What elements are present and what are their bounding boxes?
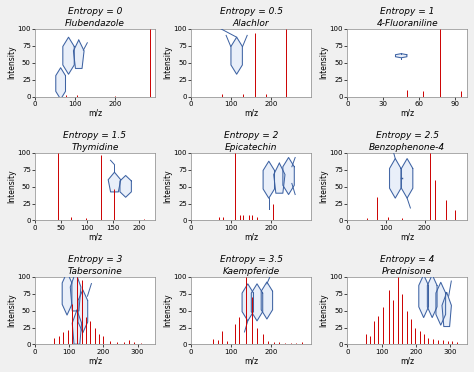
Title: Entropy = 1.5
Thymidine: Entropy = 1.5 Thymidine (64, 131, 127, 152)
X-axis label: m/z: m/z (88, 232, 102, 241)
Polygon shape (251, 284, 263, 321)
X-axis label: m/z: m/z (400, 356, 414, 365)
Polygon shape (78, 290, 88, 333)
Y-axis label: Intensity: Intensity (319, 46, 328, 79)
X-axis label: m/z: m/z (244, 356, 258, 365)
Title: Entropy = 3
Tabersonine: Entropy = 3 Tabersonine (67, 255, 122, 276)
X-axis label: m/z: m/z (244, 108, 258, 117)
Y-axis label: Intensity: Intensity (7, 170, 16, 203)
X-axis label: m/z: m/z (88, 108, 102, 117)
Polygon shape (419, 275, 428, 318)
Title: Entropy = 4
Prednisone: Entropy = 4 Prednisone (380, 255, 434, 276)
Polygon shape (63, 37, 74, 74)
Polygon shape (273, 163, 285, 193)
Title: Entropy = 3.5
Kaempferide: Entropy = 3.5 Kaempferide (219, 255, 283, 276)
Polygon shape (283, 157, 294, 195)
Title: Entropy = 1
4-Fluoraniline: Entropy = 1 4-Fluoraniline (376, 7, 438, 28)
Title: Entropy = 2
Epicatechin: Entropy = 2 Epicatechin (224, 131, 278, 152)
Polygon shape (436, 282, 446, 325)
Polygon shape (401, 158, 413, 198)
Polygon shape (428, 275, 437, 318)
Title: Entropy = 0.5
Alachlor: Entropy = 0.5 Alachlor (219, 7, 283, 28)
Polygon shape (231, 37, 242, 74)
Title: Entropy = 2.5
Benzophenone-4: Entropy = 2.5 Benzophenone-4 (369, 131, 445, 152)
Polygon shape (62, 272, 72, 315)
Polygon shape (261, 282, 273, 319)
Polygon shape (70, 272, 81, 311)
X-axis label: m/z: m/z (88, 356, 102, 365)
Polygon shape (263, 161, 274, 198)
X-axis label: m/z: m/z (244, 232, 258, 241)
Y-axis label: Intensity: Intensity (163, 294, 172, 327)
Polygon shape (395, 54, 407, 58)
Polygon shape (390, 158, 401, 198)
Y-axis label: Intensity: Intensity (7, 294, 16, 327)
Polygon shape (120, 176, 131, 197)
X-axis label: m/z: m/z (400, 232, 414, 241)
X-axis label: m/z: m/z (400, 108, 414, 117)
Polygon shape (108, 172, 121, 192)
Y-axis label: Intensity: Intensity (319, 170, 328, 203)
Y-axis label: Intensity: Intensity (163, 170, 172, 203)
Polygon shape (73, 40, 84, 68)
Y-axis label: Intensity: Intensity (163, 46, 172, 79)
Title: Entropy = 0
Flubendazole: Entropy = 0 Flubendazole (65, 7, 125, 28)
Polygon shape (242, 284, 254, 321)
Polygon shape (56, 68, 65, 99)
Y-axis label: Intensity: Intensity (319, 294, 328, 327)
Polygon shape (442, 292, 451, 327)
Polygon shape (72, 310, 82, 344)
Y-axis label: Intensity: Intensity (7, 46, 16, 79)
